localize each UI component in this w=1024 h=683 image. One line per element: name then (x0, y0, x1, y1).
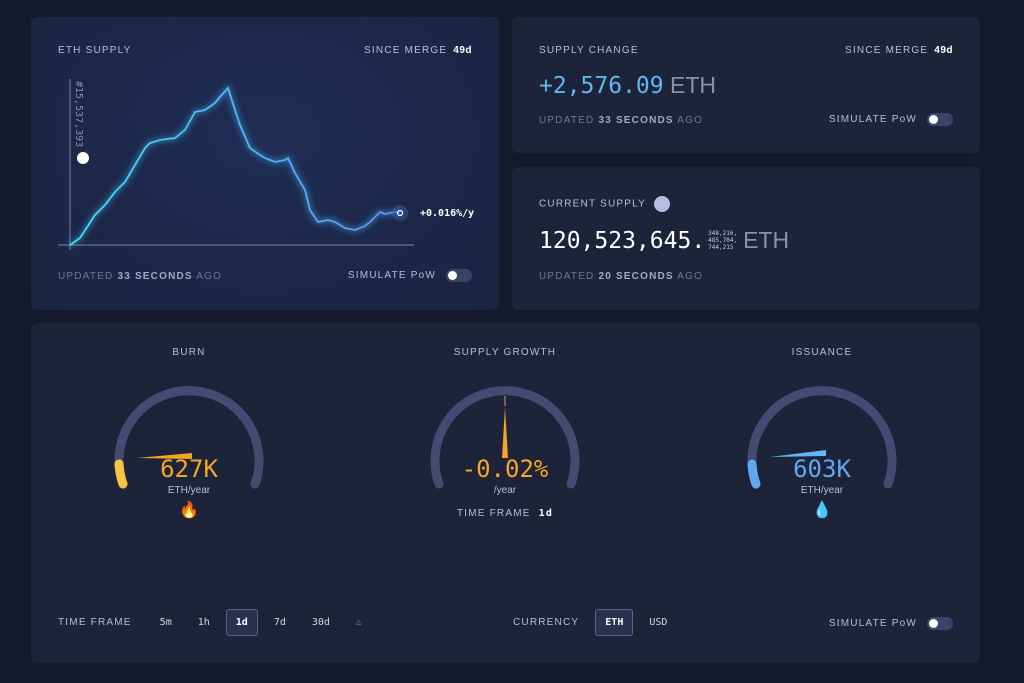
growth-timeframe: TIME FRAME 1d (456, 508, 554, 519)
supply-rate: +0.016%/y (420, 208, 475, 219)
supply-change-value: +2,576.09 ETH (539, 72, 717, 99)
toggle-switch[interactable] (446, 269, 472, 282)
timeframe-5m[interactable]: 5m (159, 617, 172, 628)
supply-change-card: SUPPLY CHANGE SINCE MERGE 49d +2,576.09 E… (512, 17, 980, 153)
gauges-card: BURN 627K ETH/year 🔥 SUPPLY GROWTH -0.02… (31, 323, 980, 663)
simulate-pow-toggle-3[interactable]: SIMULATE PoW (829, 617, 953, 630)
since-burn-flame-icon[interactable]: ♨ (355, 617, 362, 628)
burn-needle (137, 453, 192, 459)
nerd-face-icon (653, 196, 670, 212)
growth-title: SUPPLY GROWTH (453, 347, 557, 358)
eth-supply-card: ETH SUPPLY SINCE MERGE 49d #15,537,393 +0… (31, 17, 499, 310)
currency-label: CURRENCY (513, 617, 580, 628)
currency-eth[interactable]: ETH (595, 609, 634, 636)
toggle-switch[interactable] (927, 113, 953, 126)
fire-icon: 🔥 (179, 502, 199, 519)
timeframe-1d[interactable]: 1d (225, 609, 258, 636)
issuance-needle (770, 450, 826, 457)
growth-unit: /year (493, 485, 517, 496)
since-merge-label: SINCE MERGE 49d (845, 45, 953, 56)
eth-supply-updated: UPDATED 33 SECONDS AGO (58, 271, 223, 282)
simulate-pow-toggle-1[interactable]: SIMULATE PoW (348, 269, 472, 282)
simulate-pow-toggle-2[interactable]: SIMULATE PoW (829, 113, 953, 126)
droplet-icon: 💧 (812, 502, 832, 519)
supply-growth-gauge: SUPPLY GROWTH -0.02% /year TIME FRAME 1d (405, 347, 605, 519)
timeframe-1h[interactable]: 1h (197, 617, 210, 628)
eth-supply-title: ETH SUPPLY (58, 45, 132, 56)
timeframe-30d[interactable]: 30d (311, 617, 330, 628)
burn-value: 627K (160, 455, 218, 483)
issuance-title: ISSUANCE (791, 347, 853, 358)
timeframe-label: TIME FRAME (58, 617, 132, 628)
current-supply-title: CURRENT SUPPLY (539, 196, 670, 212)
current-point-halo (392, 205, 408, 221)
burn-unit: ETH/year (167, 485, 211, 496)
currency-selector: CURRENCY ETH USD (513, 609, 677, 636)
current-supply-updated: UPDATED 20 SECONDS AGO (539, 271, 704, 282)
current-supply-card: CURRENT SUPPLY 120,523,645. 348,216, 485,… (512, 167, 980, 310)
growth-value: -0.02% (461, 455, 549, 483)
current-point (396, 209, 404, 217)
currency-usd[interactable]: USD (649, 617, 668, 628)
supply-change-updated: UPDATED 33 SECONDS AGO (539, 115, 704, 126)
issuance-unit: ETH/year (800, 485, 844, 496)
merge-block-label: #15,537,393 (73, 81, 84, 148)
burn-gauge: BURN 627K ETH/year 🔥 (89, 347, 289, 520)
supply-change-title: SUPPLY CHANGE (539, 45, 639, 56)
burn-title: BURN (172, 347, 206, 358)
current-supply-value: 120,523,645. 348,216, 485,704, 744,215 ETH (539, 227, 790, 254)
issuance-value: 603K (793, 455, 851, 483)
supply-line (69, 86, 401, 246)
timeframe-7d[interactable]: 7d (273, 617, 286, 628)
timeframe-selector: TIME FRAME 5m 1h 1d 7d 30d ♨ (58, 609, 372, 636)
growth-needle (502, 407, 508, 458)
issuance-gauge: ISSUANCE 603K ETH/year 💧 (722, 347, 922, 520)
toggle-switch[interactable] (927, 617, 953, 630)
merge-icon (77, 152, 89, 164)
since-merge-label: SINCE MERGE 49d (364, 45, 472, 56)
supply-chart (58, 79, 414, 250)
